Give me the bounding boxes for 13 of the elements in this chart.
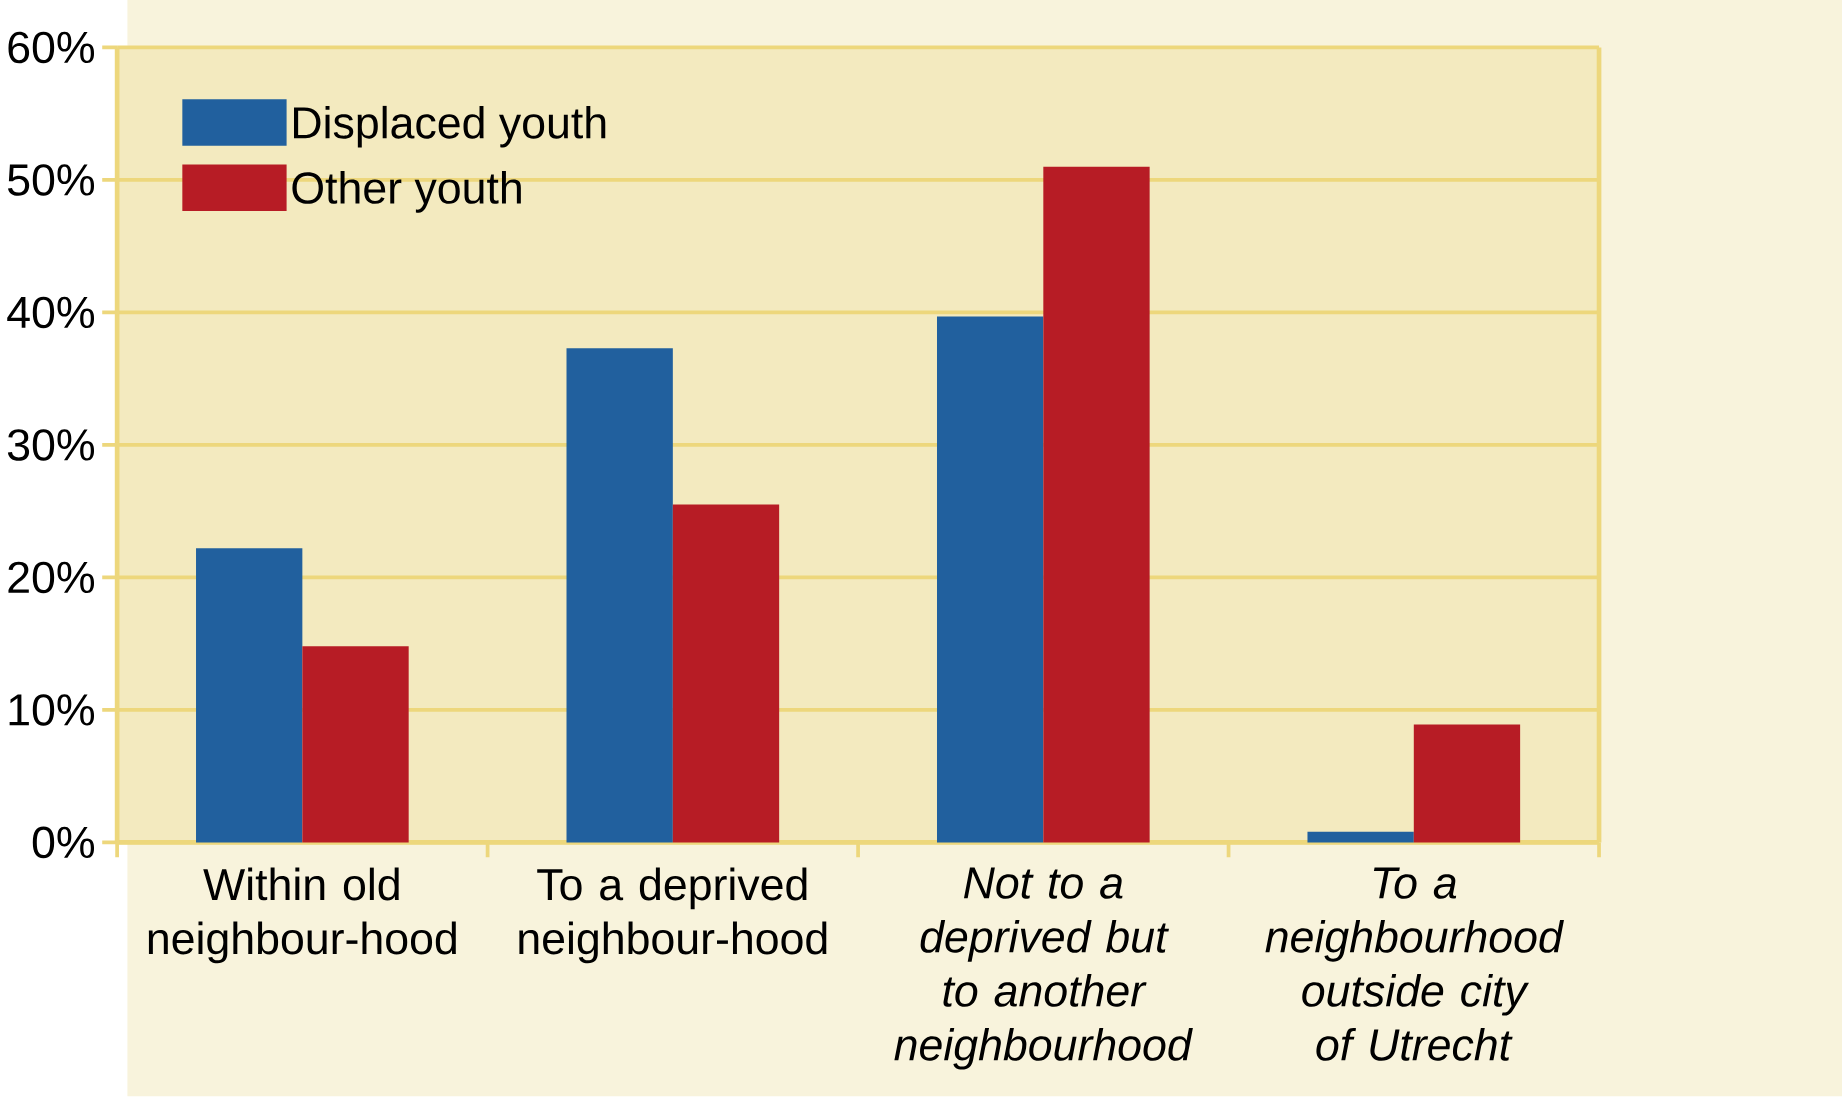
y-tick-label: 0% bbox=[32, 826, 95, 859]
x-tick-label: Not to a deprived but to another neighbourhood bbox=[894, 867, 1193, 1070]
legend-label: Displaced youth bbox=[294, 106, 606, 148]
y-tick-label: 30% bbox=[7, 429, 95, 461]
y-tick-label: 60% bbox=[8, 31, 95, 64]
x-tick-label: To a deprived neighbour-hood bbox=[519, 867, 827, 964]
y-tick-label: 10% bbox=[9, 694, 95, 726]
legend-label: Other youth bbox=[292, 171, 521, 213]
y-tick-label: 40% bbox=[7, 296, 95, 329]
y-tick-label: 20% bbox=[8, 561, 95, 594]
x-tick-label: Within old neighbour-hood bbox=[148, 867, 456, 964]
x-tick-label: To a neighbourhood outside city of Utrecht bbox=[1265, 867, 1564, 1061]
y-tick-label: 50% bbox=[7, 164, 95, 197]
